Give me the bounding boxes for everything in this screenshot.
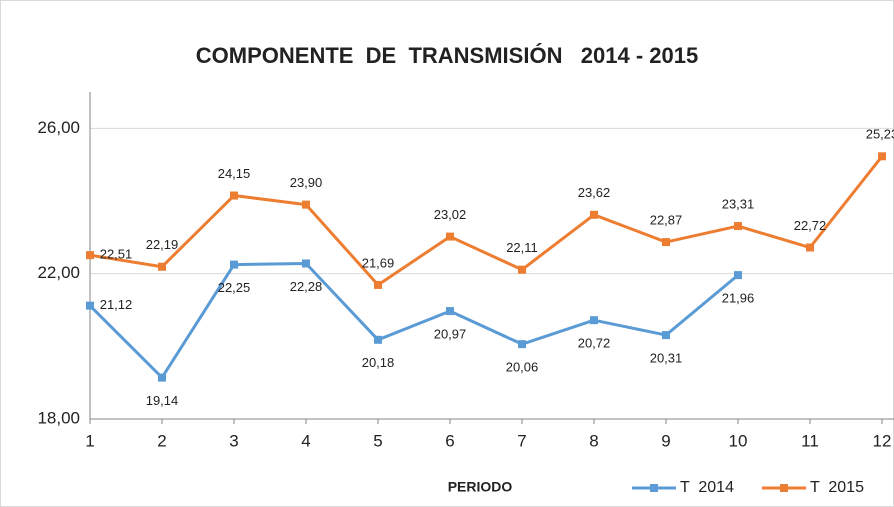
point-marker bbox=[590, 210, 598, 219]
x-tick-label: 5 bbox=[373, 431, 382, 450]
data-label: 23,90 bbox=[290, 175, 323, 190]
data-label: 22,11 bbox=[506, 240, 538, 255]
point-marker bbox=[158, 262, 166, 271]
x-tick-label: 6 bbox=[445, 431, 454, 450]
data-label: 20,72 bbox=[578, 336, 611, 351]
x-tick-label: 1 bbox=[85, 431, 94, 450]
point-marker bbox=[158, 373, 166, 382]
y-tick-label: 26,00 bbox=[37, 118, 80, 137]
x-tick-label: 4 bbox=[301, 431, 310, 450]
x-tick-label: 2 bbox=[157, 431, 166, 450]
data-label: 22,19 bbox=[146, 237, 179, 252]
data-label: 20,31 bbox=[650, 351, 683, 366]
legend-label: T 2014 bbox=[680, 479, 734, 496]
point-marker bbox=[446, 232, 454, 241]
point-marker bbox=[446, 307, 454, 316]
point-marker bbox=[86, 301, 94, 310]
data-label: 22,28 bbox=[290, 279, 323, 294]
point-marker bbox=[374, 280, 382, 289]
point-marker bbox=[518, 340, 526, 349]
point-marker bbox=[734, 222, 742, 231]
point-marker bbox=[590, 316, 598, 325]
point-marker bbox=[374, 335, 382, 344]
data-label: 20,18 bbox=[362, 355, 395, 370]
point-marker bbox=[302, 259, 310, 268]
point-marker bbox=[806, 243, 814, 252]
point-marker bbox=[518, 265, 526, 274]
data-label: 25,23 bbox=[866, 127, 894, 142]
data-label: 23,02 bbox=[434, 207, 467, 222]
data-label: 19,14 bbox=[146, 393, 179, 408]
x-tick-label: 12 bbox=[873, 431, 892, 450]
point-marker bbox=[662, 331, 670, 340]
data-label: 23,31 bbox=[722, 197, 755, 212]
x-tick-label: 3 bbox=[229, 431, 238, 450]
point-marker bbox=[230, 260, 238, 269]
chart-title: COMPONENTE DE TRANSMISIÓN 2014 - 2015 bbox=[196, 43, 698, 68]
point-marker bbox=[734, 271, 742, 280]
data-label: 22,87 bbox=[650, 212, 683, 227]
x-tick-label: 10 bbox=[729, 431, 748, 450]
legend-marker bbox=[650, 484, 658, 492]
data-label: 22,51 bbox=[100, 247, 133, 262]
y-tick-label: 18,00 bbox=[37, 408, 80, 427]
x-tick-label: 9 bbox=[661, 431, 670, 450]
data-label: 21,12 bbox=[100, 297, 133, 312]
x-axis-label: PERIODO bbox=[448, 479, 513, 495]
data-label: 21,96 bbox=[722, 291, 755, 306]
point-marker bbox=[86, 251, 94, 260]
legend-marker bbox=[780, 484, 788, 492]
y-tick-label: 22,00 bbox=[37, 263, 80, 282]
point-marker bbox=[230, 191, 238, 200]
x-tick-label: 8 bbox=[589, 431, 598, 450]
x-tick-label: 7 bbox=[517, 431, 526, 450]
series-line bbox=[88, 261, 739, 380]
series-line bbox=[89, 155, 884, 287]
legend-label: T 2015 bbox=[810, 479, 864, 496]
data-label: 24,15 bbox=[218, 166, 251, 181]
data-label: 20,97 bbox=[434, 327, 467, 342]
point-marker bbox=[662, 238, 670, 247]
data-label: 21,69 bbox=[362, 255, 395, 270]
data-label: 20,06 bbox=[506, 360, 539, 375]
data-label: 22,72 bbox=[794, 218, 827, 233]
data-label: 22,25 bbox=[218, 280, 251, 295]
x-tick-label: 11 bbox=[801, 431, 819, 450]
point-marker bbox=[878, 152, 886, 161]
data-label: 23,62 bbox=[578, 185, 611, 200]
point-marker bbox=[302, 200, 310, 209]
